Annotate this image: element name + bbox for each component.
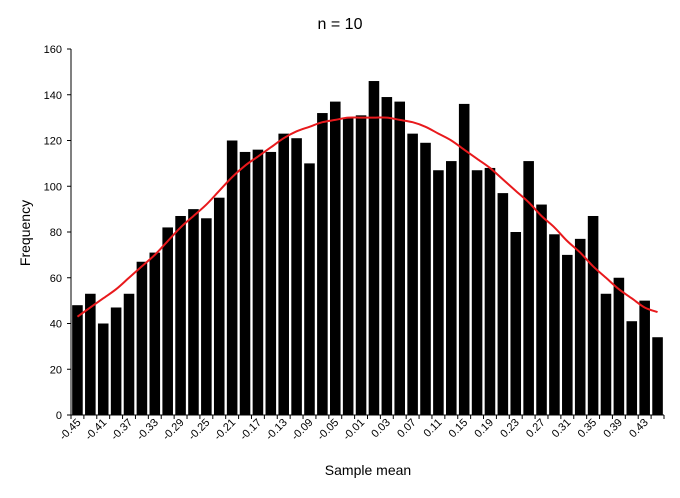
bar [123,293,135,415]
bar [85,293,96,415]
bar [149,252,161,415]
y-tick-label: 120 [44,136,62,148]
bar [265,151,277,415]
y-axis-title: Frequency [17,200,33,266]
bar [446,161,457,415]
bar [562,254,573,416]
y-axis-ticks: 0 20 40 60 80 100 120 140 160 [44,44,71,422]
x-tick-label: 0.23 [498,417,522,441]
x-tick-label: 0.19 [472,417,496,441]
bar [304,163,315,416]
bar [213,197,225,415]
x-tick-label: 0.39 [601,417,625,441]
bar [433,170,444,415]
x-tick-label: -0.09 [289,417,315,443]
x-tick-label: -0.41 [83,417,109,443]
bar [239,151,251,415]
bar [317,113,328,416]
bar [226,140,238,415]
bar [342,117,354,416]
y-tick-label: 100 [44,181,62,193]
bar [600,293,612,415]
x-tick-label: 0.35 [576,417,600,441]
bar [201,218,212,415]
x-tick-label: 0.31 [550,417,574,441]
bar [613,277,625,415]
bar [523,161,534,415]
x-tick-label: -0.05 [315,417,341,443]
y-tick-label: 0 [56,410,62,422]
bar [626,321,638,415]
bar [471,170,483,415]
bar [510,232,522,415]
x-axis-ticks: -0.45 -0.41 -0.37 -0.33 -0.29 -0.25 -0.21 -0.17… [57,415,665,443]
y-tick-label: 60 [50,273,62,285]
x-tick-label: 0.27 [524,417,548,441]
fitted-curve-line [76,116,658,318]
bar [188,209,199,416]
bar [355,115,367,415]
bar [536,204,547,415]
chart-title: n = 10 [318,16,363,33]
bar [407,133,418,415]
bar [381,97,393,415]
bar [497,193,509,415]
y-tick-label: 80 [50,227,62,239]
x-axis-title: Sample mean [325,462,411,478]
x-tick-label: 0.03 [369,417,393,441]
bar [97,323,109,415]
bar [368,81,380,415]
bar [574,238,586,415]
bar [278,133,289,415]
x-tick-label: 0.43 [627,417,651,441]
y-tick-label: 160 [44,44,62,56]
x-tick-label: -0.17 [238,417,264,443]
bar [458,103,470,416]
bar [420,142,431,416]
x-tick-label: -0.01 [341,417,367,443]
bar [652,337,663,415]
x-tick-label: -0.29 [160,417,186,443]
bar [110,307,122,415]
x-tick-label: 0.11 [421,417,444,440]
bar [72,305,83,415]
bars-group [72,81,663,416]
x-tick-label: -0.37 [109,417,135,443]
bar [291,138,302,415]
x-tick-label: 0.15 [447,417,471,441]
bar [329,101,341,416]
bar [162,227,173,415]
y-tick-label: 140 [44,90,62,102]
x-tick-label: -0.21 [212,417,238,443]
bar [484,167,496,415]
bar [587,215,599,415]
x-tick-label: 0.07 [395,417,419,441]
x-tick-label: -0.33 [135,417,161,443]
bar [394,101,406,416]
bar [549,234,560,415]
y-tick-label: 20 [50,364,62,376]
x-tick-label: -0.25 [186,417,212,443]
bar [639,300,650,416]
y-tick-label: 40 [50,319,62,331]
bar [175,215,186,415]
bar [136,261,148,415]
bar [252,149,264,415]
x-tick-label: -0.13 [264,417,290,443]
